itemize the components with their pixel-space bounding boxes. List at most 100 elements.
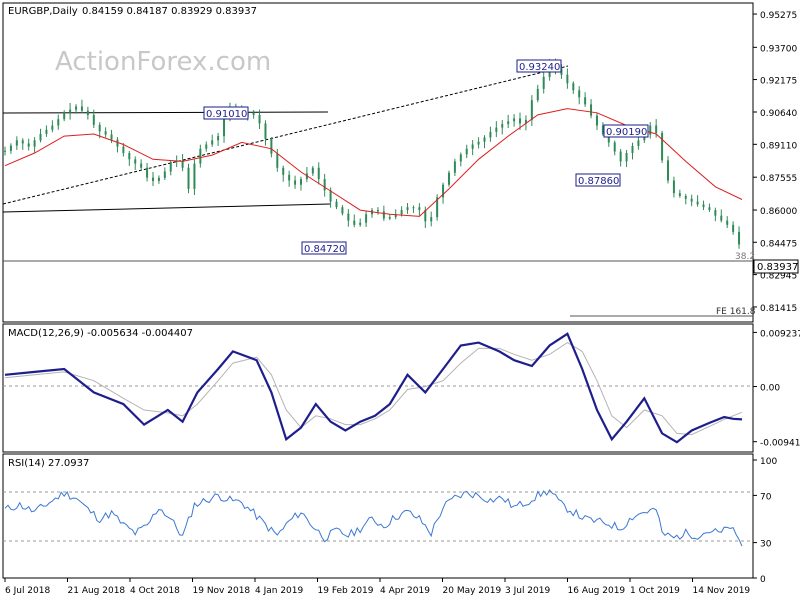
current-price-text: 0.83937 <box>757 262 798 273</box>
price-tick-label: 0.93700 <box>760 44 797 54</box>
price-tick-label: 0.81415 <box>760 304 797 314</box>
x-tick-label: 4 Apr 2019 <box>380 586 430 596</box>
candle-body <box>625 152 628 162</box>
candle-body <box>513 118 516 122</box>
candle-body <box>649 125 652 135</box>
rsi-tick-label: 100 <box>760 457 777 467</box>
macd-tick-label: 0.00 <box>760 384 780 394</box>
candle-body <box>21 140 24 144</box>
label-0.91010-text: 0.91010 <box>206 109 247 120</box>
candle-body <box>299 179 302 185</box>
price-header-symbol: EURGBP,Daily <box>8 6 78 17</box>
candle-body <box>128 152 131 160</box>
x-tick-label: 3 Jul 2019 <box>505 586 550 596</box>
candle-body <box>453 161 456 173</box>
candle-body <box>542 76 545 89</box>
candle-body <box>116 139 119 147</box>
candle-body <box>146 167 149 178</box>
candle-body <box>708 207 711 211</box>
candle-body <box>122 146 125 153</box>
label-0.90190: 0.90190 <box>603 124 649 138</box>
x-tick-label: 1 Oct 2019 <box>630 586 680 596</box>
candle-body <box>45 129 48 134</box>
macd-header: MACD(12,26,9) -0.005634 -0.004407 <box>8 328 193 339</box>
candle-body <box>436 197 439 218</box>
candle-body <box>323 179 326 191</box>
candle-body <box>732 224 735 232</box>
candle-body <box>601 125 604 134</box>
candle-body <box>572 83 575 91</box>
lower-channel-line <box>2 203 331 213</box>
candle-body <box>98 124 101 132</box>
rsi-panel <box>2 453 754 579</box>
candle-body <box>376 210 379 212</box>
label-0.87860: 0.87860 <box>575 173 621 187</box>
price-header-ohlc: 0.84159 0.84187 0.83929 0.83937 <box>82 6 257 17</box>
label-0.93240-text: 0.93240 <box>519 62 560 73</box>
candle-body <box>406 207 409 211</box>
candle-body <box>157 177 160 181</box>
candle-body <box>4 150 6 152</box>
label-0.93240: 0.93240 <box>516 59 562 73</box>
candle-body <box>151 177 154 181</box>
candle-body <box>181 160 184 168</box>
label-0.84720: 0.84720 <box>301 241 347 255</box>
candle-body <box>519 118 522 124</box>
candle-body <box>69 109 72 113</box>
candle-body <box>252 112 255 115</box>
rsi-header: RSI(14) 27.0937 <box>8 458 89 469</box>
candle-body <box>294 180 297 185</box>
candle-body <box>63 112 66 120</box>
candle-body <box>489 131 492 138</box>
x-tick-label: 4 Oct 2018 <box>130 586 180 596</box>
fe-161.8-label: FE 161.8 <box>716 307 756 317</box>
label-0.91010: 0.91010 <box>203 106 249 120</box>
candle-body <box>217 136 220 141</box>
candle-body <box>696 201 699 205</box>
candle-body <box>92 114 95 125</box>
candle-body <box>584 97 587 105</box>
candle-body <box>104 131 107 135</box>
candle-body <box>288 174 291 181</box>
price-tick-label: 0.87555 <box>760 174 797 184</box>
candle-body <box>276 153 279 168</box>
price-panel <box>2 2 754 323</box>
candle-body <box>51 125 54 130</box>
candle-body <box>607 133 610 143</box>
candle-body <box>590 104 593 116</box>
candle-body <box>471 144 474 149</box>
candle-body <box>400 210 403 215</box>
candle-body <box>169 161 172 172</box>
candle-body <box>702 204 705 208</box>
price-tick-label: 0.82945 <box>760 272 797 282</box>
moving-average-layer <box>4 108 743 217</box>
candle-body <box>311 167 314 174</box>
candle-body <box>270 138 273 154</box>
label-0.84720-text: 0.84720 <box>304 244 345 255</box>
price-tick-label: 0.84475 <box>760 239 797 249</box>
x-tick-label: 6 Jul 2018 <box>5 586 50 596</box>
moving-average-line <box>4 108 743 217</box>
candle-body <box>655 125 658 133</box>
candle-body <box>110 134 113 140</box>
candle-body <box>477 141 480 145</box>
current-price-badge: 0.83937 <box>753 259 799 274</box>
candle-body <box>264 123 267 139</box>
label-0.87860-text: 0.87860 <box>578 176 619 187</box>
candle-body <box>394 214 397 218</box>
candle-body <box>412 207 415 209</box>
upper-channel-line <box>2 111 329 114</box>
candle-body <box>258 114 261 124</box>
candle-body <box>9 145 12 151</box>
candle-body <box>359 222 362 225</box>
price-tick-label: 0.95275 <box>760 11 797 21</box>
candle-body <box>33 140 36 147</box>
macd-layer <box>4 332 743 444</box>
candle-body <box>211 140 214 145</box>
macd-line <box>4 332 743 444</box>
x-tick-label: 19 Feb 2019 <box>318 586 374 596</box>
macd-tick-label: -0.009413 <box>760 439 800 449</box>
x-tick-label: 4 Jan 2019 <box>255 586 303 596</box>
candle-body <box>613 142 616 152</box>
rsi-tick-label: 30 <box>760 540 772 550</box>
